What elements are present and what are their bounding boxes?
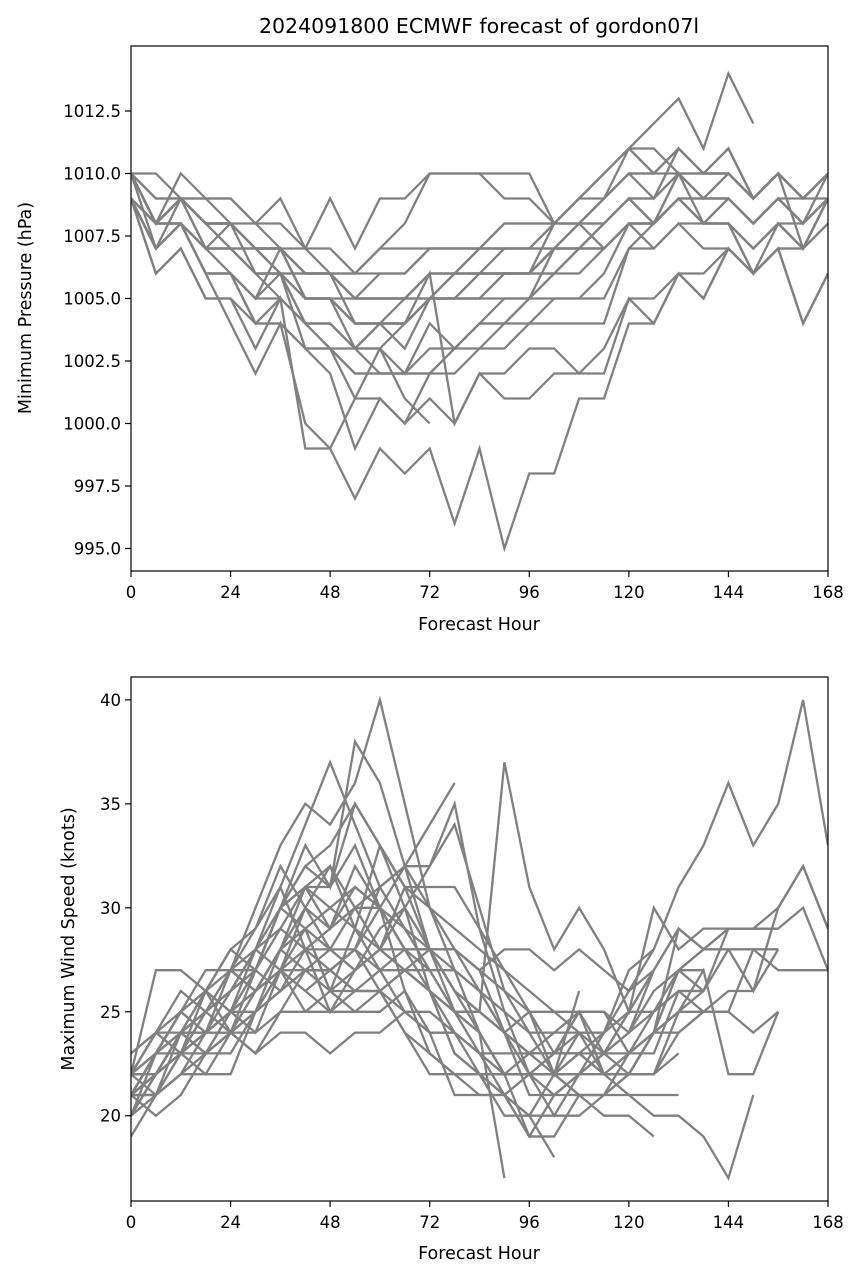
wind-x-tick-label: 120 [613,1213,645,1232]
wind-x-tick-label: 0 [126,1213,137,1232]
pressure-y-tick-label: 1000.0 [63,415,121,434]
wind-x-tick-label: 144 [713,1213,745,1232]
pressure-y-tick-label: 1007.5 [63,227,121,246]
pressure-x-tick-label: 72 [419,583,440,602]
wind-ticks-group: 0 24 48 72 96 120 144 168 20 25 30 35 40 [100,691,844,1232]
pressure-y-tick-label: 1010.0 [63,165,121,184]
pressure-y-axis-label: Minimum Pressure (hPa) [16,202,36,414]
pressure-x-tick-label: 48 [320,583,341,602]
wind-series-line-13 [131,885,679,1138]
wind-x-tick-label: 72 [419,1213,440,1232]
pressure-series-line-24 [131,197,431,425]
wind-y-axis-label: Maximum Wind Speed (knots) [59,807,79,1070]
pressure-series-group [131,70,828,553]
wind-y-tick-label: 35 [100,795,121,814]
wind-panel: 0 24 48 72 96 120 144 168 20 25 30 35 40 Forecast Ho… [59,676,844,1264]
pressure-series-line-23 [131,146,828,252]
pressure-x-tick-label: 168 [812,583,844,602]
wind-series-line-29 [131,989,680,1117]
pressure-y-tick-label: 1012.5 [63,102,121,121]
pressure-y-tick-label: 995.0 [74,540,121,559]
pressure-series-line-25 [131,172,555,325]
wind-series-line-25 [131,926,779,1076]
wind-series-line-24 [131,926,779,1096]
wind-x-axis-label: Forecast Hour [418,1244,541,1264]
wind-x-tick-label: 48 [320,1213,341,1232]
wind-y-tick-label: 25 [100,1003,121,1022]
wind-series-group [131,695,828,1181]
pressure-series-line-20 [131,196,828,452]
pressure-x-tick-label: 120 [613,583,645,602]
pressure-x-tick-label: 24 [220,583,241,602]
wind-y-tick-label: 40 [100,691,121,710]
pressure-x-axis-label: Forecast Hour [418,615,541,635]
pressure-y-tick-label: 1005.0 [63,290,121,309]
wind-series-line-30 [131,906,705,1076]
pressure-series-line-19 [131,173,755,451]
wind-series-line-9 [131,801,755,1181]
pressure-x-tick-label: 0 [126,583,137,602]
chart-title: 2024091800 ECMWF forecast of gordon07l [259,14,699,38]
wind-y-tick-label: 30 [100,899,121,918]
pressure-x-tick-label: 96 [519,583,540,602]
pressure-y-tick-label: 1002.5 [63,352,121,371]
pressure-ticks-group: 0 24 48 72 96 120 144 168 995.0 997.5 1000.0 1002.5… [63,102,843,602]
pressure-x-tick-label: 144 [713,583,745,602]
wind-series-line-28 [131,968,555,1138]
pressure-y-tick-label: 997.5 [74,477,121,496]
wind-y-tick-label: 20 [100,1107,121,1126]
wind-axes-frame [130,676,829,1202]
wind-x-tick-label: 168 [812,1213,844,1232]
pressure-axes-frame [130,45,829,572]
wind-x-tick-label: 96 [519,1213,540,1232]
wind-series-line-11 [131,948,704,1097]
pressure-panel: 2024091800 ECMWF forecast of gordon07l 0… [16,14,844,635]
wind-x-tick-label: 24 [220,1213,241,1232]
